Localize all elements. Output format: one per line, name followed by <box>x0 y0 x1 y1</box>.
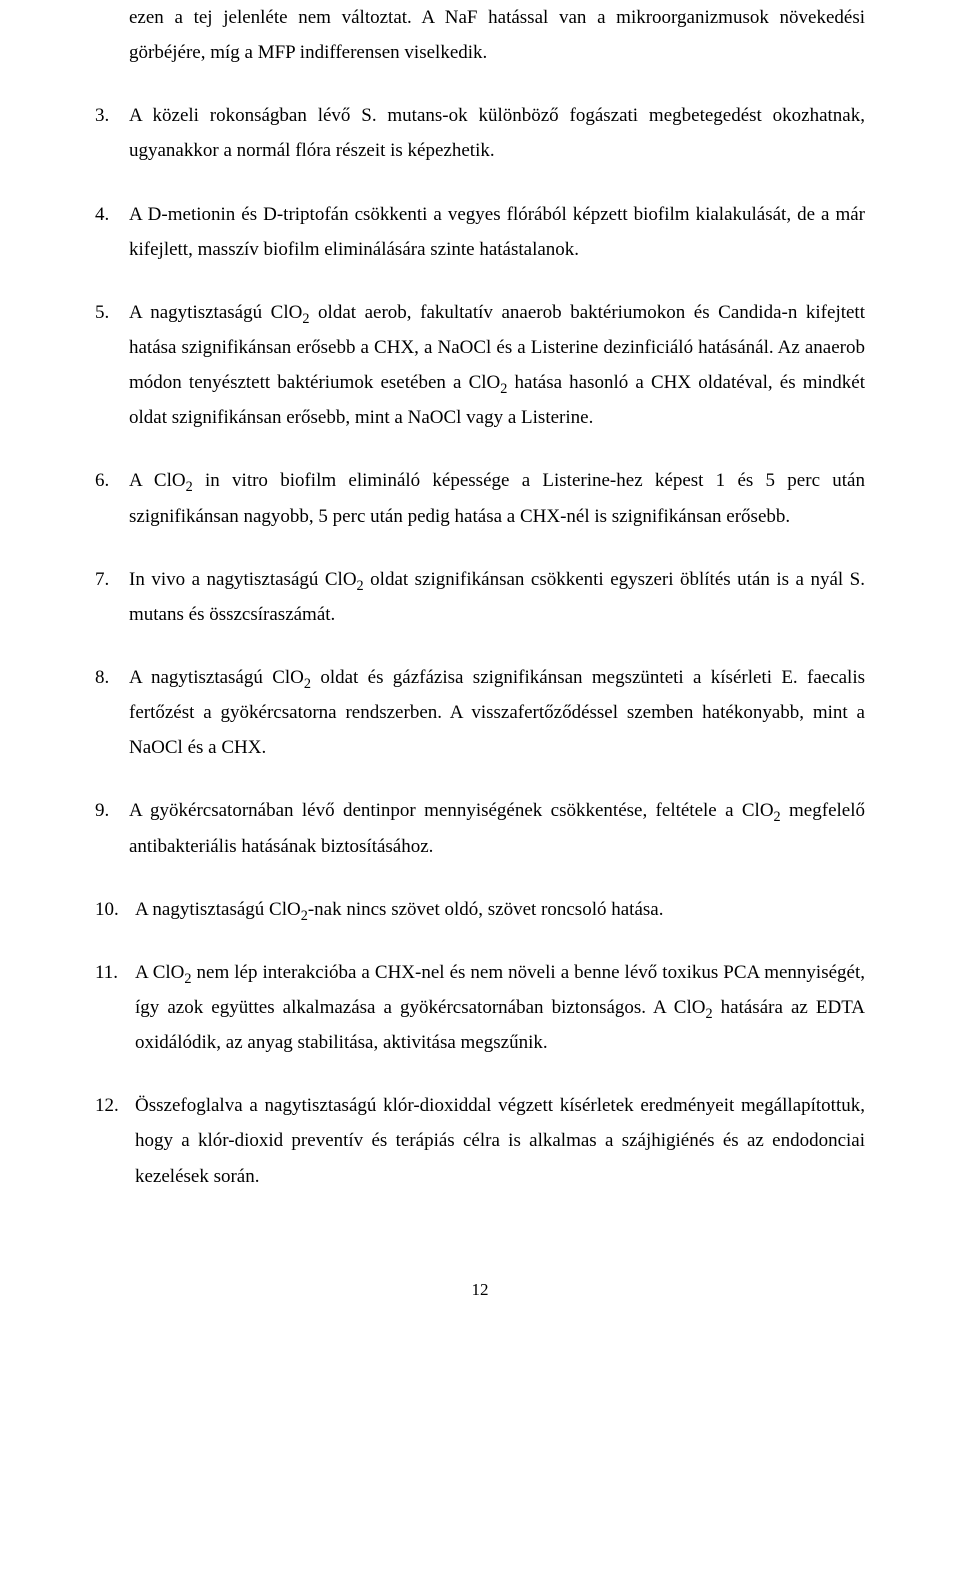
item-text: A D-metionin és D-triptofán csökkenti a … <box>129 197 865 267</box>
item-number: 5. <box>95 295 129 436</box>
item-text: A közeli rokonságban lévő S. mutans-ok k… <box>129 98 865 168</box>
list-item: 11. A ClO2 nem lép interakcióba a CHX-ne… <box>95 955 865 1060</box>
item-number: 7. <box>95 562 129 632</box>
item-text: In vivo a nagytisztaságú ClO2 oldat szig… <box>129 562 865 632</box>
list-item: 6. A ClO2 in vitro biofilm elimináló kép… <box>95 463 865 533</box>
item-number: 12. <box>95 1088 135 1193</box>
item-number: 10. <box>95 892 135 927</box>
list-item: 9. A gyökércsatornában lévő dentinpor me… <box>95 793 865 863</box>
list-item: 3. A közeli rokonságban lévő S. mutans-o… <box>95 98 865 168</box>
list-item: 10. A nagytisztaságú ClO2-nak nincs szöv… <box>95 892 865 927</box>
item-number: 9. <box>95 793 129 863</box>
item-text: A ClO2 in vitro biofilm elimináló képess… <box>129 463 865 533</box>
item-text: Összefoglalva a nagytisztaságú klór-diox… <box>135 1088 865 1193</box>
continuation-paragraph: ezen a tej jelenléte nem változtat. A Na… <box>95 0 865 70</box>
item-number: 11. <box>95 955 135 1060</box>
list-item: 7. In vivo a nagytisztaságú ClO2 oldat s… <box>95 562 865 632</box>
continuation-text: ezen a tej jelenléte nem változtat. A Na… <box>129 7 865 63</box>
item-text: A nagytisztaságú ClO2 oldat és gázfázisa… <box>129 660 865 765</box>
item-number: 3. <box>95 98 129 168</box>
document-body: ezen a tej jelenléte nem változtat. A Na… <box>95 0 865 1305</box>
item-number: 6. <box>95 463 129 533</box>
page-number: 12 <box>95 1274 865 1305</box>
list-item: 4. A D-metionin és D-triptofán csökkenti… <box>95 197 865 267</box>
list-item: 8. A nagytisztaságú ClO2 oldat és gázfáz… <box>95 660 865 765</box>
item-text: A nagytisztaságú ClO2-nak nincs szövet o… <box>135 892 865 927</box>
list-item: 12. Összefoglalva a nagytisztaságú klór-… <box>95 1088 865 1193</box>
item-text: A gyökércsatornában lévő dentinpor menny… <box>129 793 865 863</box>
item-text: A ClO2 nem lép interakcióba a CHX-nel és… <box>135 955 865 1060</box>
list-item: 5. A nagytisztaságú ClO2 oldat aerob, fa… <box>95 295 865 436</box>
item-text: A nagytisztaságú ClO2 oldat aerob, fakul… <box>129 295 865 436</box>
item-number: 4. <box>95 197 129 267</box>
item-number: 8. <box>95 660 129 765</box>
